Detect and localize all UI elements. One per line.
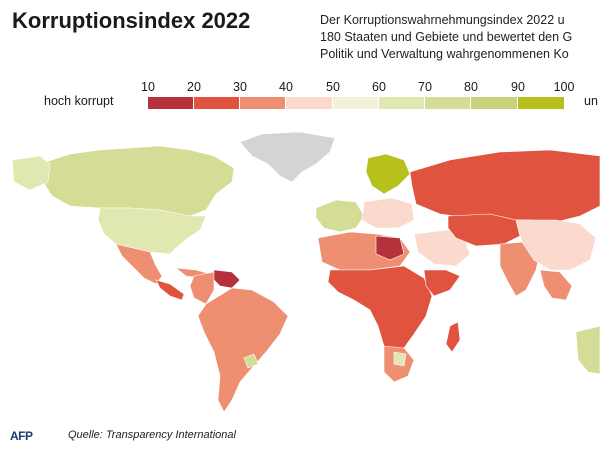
region-southeast-asia [539,269,573,301]
region-south-america [197,287,289,413]
region-eastern-europe [361,197,415,229]
legend-swatch [194,97,239,109]
region-botswana [393,351,407,367]
legend-tick: 70 [418,80,432,94]
legend-swatch [471,97,517,109]
region-madagascar [445,321,461,353]
legend-tick: 40 [279,80,293,94]
legend-swatch [240,97,285,109]
legend-ticks: 10 20 30 40 50 60 70 80 90 100 [0,80,600,96]
legend-tick: 60 [372,80,386,94]
region-usa [97,207,207,255]
subtitle-line: Der Korruptionswahrnehmungsindex 2022 u [320,13,565,27]
legend-label-clean: un [584,94,598,108]
region-central-america [155,279,185,301]
region-venezuela [211,269,241,289]
map-title: Korruptionsindex 2022 [12,8,251,33]
source-credit: Quelle: Transparency International [68,429,236,441]
region-colombia [189,271,215,305]
legend-label-corrupt: hoch korrupt [44,94,114,108]
afp-logo: AFP [10,429,33,443]
legend-swatch [425,97,470,109]
region-canada [39,145,235,217]
map-subtitle: Der Korruptionswahrnehmungsindex 2022 u … [320,12,572,63]
legend-tick: 10 [141,80,155,94]
region-scandinavia [365,153,411,195]
legend-swatch [518,97,564,109]
region-alaska [11,155,51,191]
legend-color-scale [148,97,564,109]
legend-tick: 80 [464,80,478,94]
region-china [515,219,597,271]
legend-swatch [333,97,378,109]
region-russia [409,149,600,223]
legend-swatch [148,97,193,109]
region-australia [575,325,600,375]
legend-tick: 30 [233,80,247,94]
region-libya [375,235,405,261]
world-map [11,131,600,413]
legend-tick: 50 [326,80,340,94]
legend-tick: 100 [553,80,575,94]
region-mexico [115,243,163,285]
subtitle-line: 180 Staaten und Gebiete und bewertet den… [320,30,573,44]
legend-swatch [379,97,424,109]
region-western-europe [315,199,365,233]
legend-tick: 90 [511,80,525,94]
region-uruguay [243,353,259,369]
region-horn-of-africa [423,269,461,297]
region-central-africa [327,265,433,357]
legend-tick: 20 [187,80,201,94]
subtitle-line: Politik und Verwaltung wahrgenommenen Ko [320,47,569,61]
legend-swatch [286,97,332,109]
region-greenland [239,131,336,183]
